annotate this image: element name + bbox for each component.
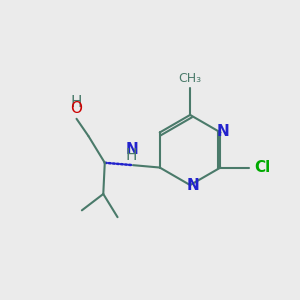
Text: Cl: Cl bbox=[254, 160, 270, 175]
Text: CH₃: CH₃ bbox=[178, 72, 202, 85]
Text: H: H bbox=[126, 148, 137, 163]
Text: O: O bbox=[70, 101, 82, 116]
Text: H: H bbox=[70, 95, 82, 110]
Text: N: N bbox=[217, 124, 229, 140]
Text: N: N bbox=[125, 142, 138, 157]
Text: N: N bbox=[186, 178, 199, 193]
